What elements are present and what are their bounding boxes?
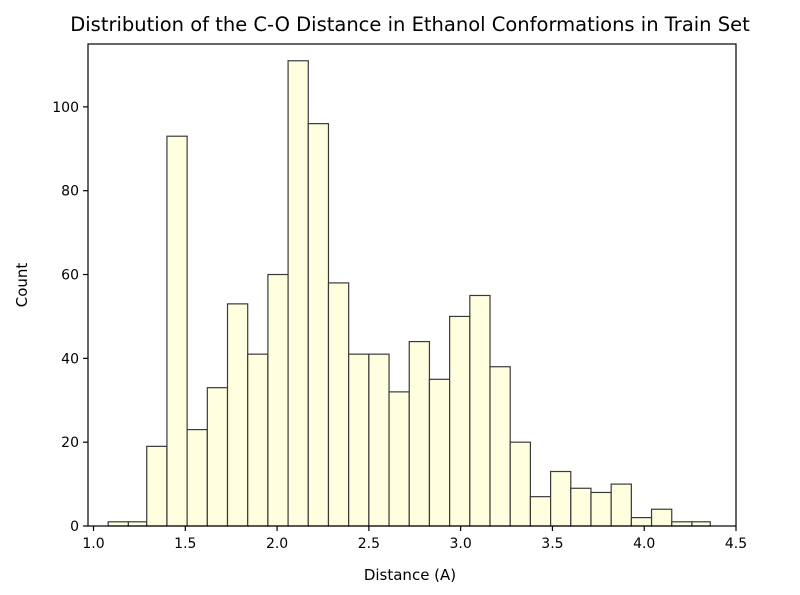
histogram-bar [549,470,572,527]
y-tick-label: 80 [61,184,79,200]
histogram-bar [630,517,653,527]
y-tick-label: 60 [61,268,79,284]
y-axis: 0 20 40 60 80 100 [52,100,88,535]
x-tick-label: 2.0 [266,536,288,552]
y-tick-label: 20 [61,435,79,451]
x-tick-label: 1.5 [174,536,196,552]
histogram-bar [650,508,673,527]
histogram-bar [408,340,431,527]
histogram-bar [327,282,350,527]
histogram-bar [529,496,552,527]
histogram-bar [146,445,168,527]
x-tick-label: 4.0 [633,536,655,552]
histogram-bar [570,487,592,527]
histogram-bar [287,60,309,527]
histogram-bar [307,123,330,527]
histogram-bar [348,353,370,527]
histogram-bar [509,441,532,527]
x-tick-label: 2.5 [358,536,380,552]
bars-group [107,60,711,527]
histogram-bar [671,521,693,527]
y-axis-label: Count [13,263,31,308]
histogram-bar [166,135,188,527]
histogram-bar [590,491,612,527]
y-tick-label: 100 [52,100,79,116]
x-axis: 1.0 1.5 2.0 2.5 3.0 3.5 4.0 4.5 [82,526,747,552]
histogram-bar [267,273,289,527]
histogram-bar [127,521,148,527]
chart-title: Distribution of the C-O Distance in Etha… [70,13,750,36]
histogram-bar [489,366,511,527]
histogram-bar [428,378,451,527]
y-tick-label: 0 [70,519,79,535]
plot-frame [87,43,737,527]
x-tick-label: 3.0 [450,536,472,552]
x-tick-label: 1.0 [82,536,104,552]
histogram-bar [610,483,632,527]
histogram-bar [368,353,390,527]
histogram-bar [226,303,249,527]
histogram-bar [107,521,129,527]
histogram-bar [449,315,471,527]
histogram-bar [186,429,208,527]
x-tick-label: 3.5 [541,536,563,552]
histogram-bar [469,294,491,527]
x-axis-label: Distance (A) [364,566,456,584]
histogram-bar [206,387,229,527]
y-tick-label: 40 [61,351,79,367]
histogram-bar [388,391,410,527]
histogram-bar [691,521,711,527]
histogram-bar [247,353,269,527]
x-tick-label: 4.5 [725,536,747,552]
